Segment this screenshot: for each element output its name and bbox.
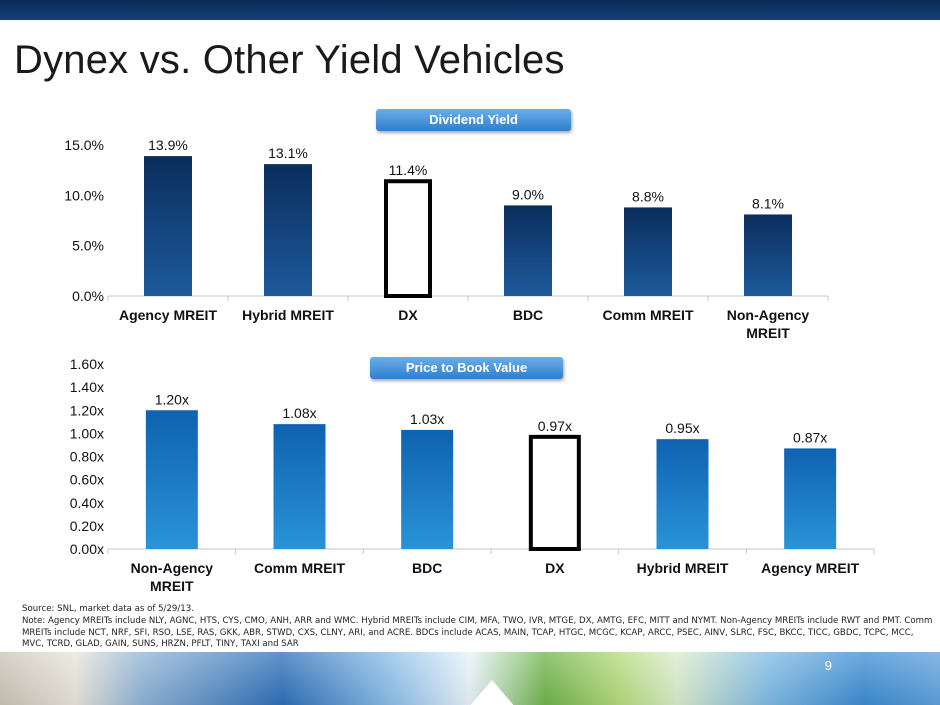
page-number: 9 [824,658,832,673]
bar-non-agency-mreit [145,410,198,549]
footnote-source: Source: SNL, market data as of 5/29/13. [22,604,194,614]
data-label-dx: 11.4% [389,162,428,178]
y-tick-label: 15.0% [64,137,104,153]
category-label-non-agency-mreit: Non-Agency MREIT [131,560,214,594]
bar-non-agency-mreit [744,214,792,296]
price-to-book-label: Price to Book Value [370,357,563,379]
bar-dx [528,434,581,551]
bar-hybrid-mreit [656,439,709,549]
data-label-hybrid-mreit: 0.95x [665,420,699,436]
data-label-non-agency-mreit: 8.1% [752,195,784,211]
y-tick-label: 5.0% [72,238,104,254]
category-label-hybrid-mreit: Hybrid MREIT [637,560,729,576]
category-label-agency-mreit: Agency MREIT [119,307,217,323]
bar-comm-mreit [273,424,326,549]
category-label-agency-mreit: Agency MREIT [761,560,859,576]
bar-bdc [504,205,552,296]
y-tick-label: 0.0% [72,288,104,304]
bar-hybrid-mreit [264,164,312,296]
category-label-non-agency-mreit: Non-Agency MREIT [727,307,810,341]
category-label-comm-mreit: Comm MREIT [254,560,345,576]
y-tick-label: 1.00x [70,425,104,441]
footnote: Source: SNL, market data as of 5/29/13. … [22,604,937,651]
y-tick-label: 1.40x [70,379,104,395]
footer-triangle-shape [468,680,516,705]
y-tick-label: 0.20x [70,518,104,534]
y-tick-label: 1.60x [70,356,104,372]
top-banner [0,0,940,20]
data-label-comm-mreit: 8.8% [632,188,664,204]
data-label-agency-mreit: 0.87x [793,429,827,445]
bar-dx [384,179,432,299]
category-label-comm-mreit: Comm MREIT [603,307,694,323]
data-label-agency-mreit: 13.9% [148,137,188,153]
price-to-book-chart: 0.00x 0.20x 0.40x 0.60x 0.80x 1.00x 1.20x 1.40x… [70,356,875,594]
y-tick-label: 0.00x [70,541,104,557]
category-label-dx: DX [545,560,565,576]
y-tick-label: 1.20x [70,402,104,418]
y-tick-label: 0.60x [70,472,104,488]
dividend-yield-label: Dividend Yield [376,109,571,131]
bar-comm-mreit [624,207,672,296]
y-tick-label: 0.80x [70,449,104,465]
category-label-dx: DX [398,307,418,323]
slide-title: Dynex vs. Other Yield Vehicles [14,38,565,82]
bar-agency-mreit [784,448,837,549]
category-label-bdc: BDC [513,307,543,323]
bar-bdc [401,429,454,549]
y-tick-label: 0.40x [70,495,104,511]
data-label-non-agency-mreit: 1.20x [155,391,189,407]
footnote-note: Note: Agency MREITs include NLY, AGNC, H… [22,615,933,650]
data-label-dx: 0.97x [538,418,572,434]
dividend-yield-chart: 0.0% 5.0% 10.0% 15.0% 13.9% Agency MREIT 13.1%… [64,137,829,341]
bar-agency-mreit [144,156,192,296]
category-label-bdc: BDC [412,560,442,576]
y-tick-label: 10.0% [64,187,104,203]
category-label-hybrid-mreit: Hybrid MREIT [242,307,334,323]
footer-image-strip: 9 [0,652,940,705]
data-label-bdc: 9.0% [512,186,544,202]
data-label-bdc: 1.03x [410,411,444,427]
data-label-hybrid-mreit: 13.1% [268,145,308,161]
data-label-comm-mreit: 1.08x [282,405,316,421]
